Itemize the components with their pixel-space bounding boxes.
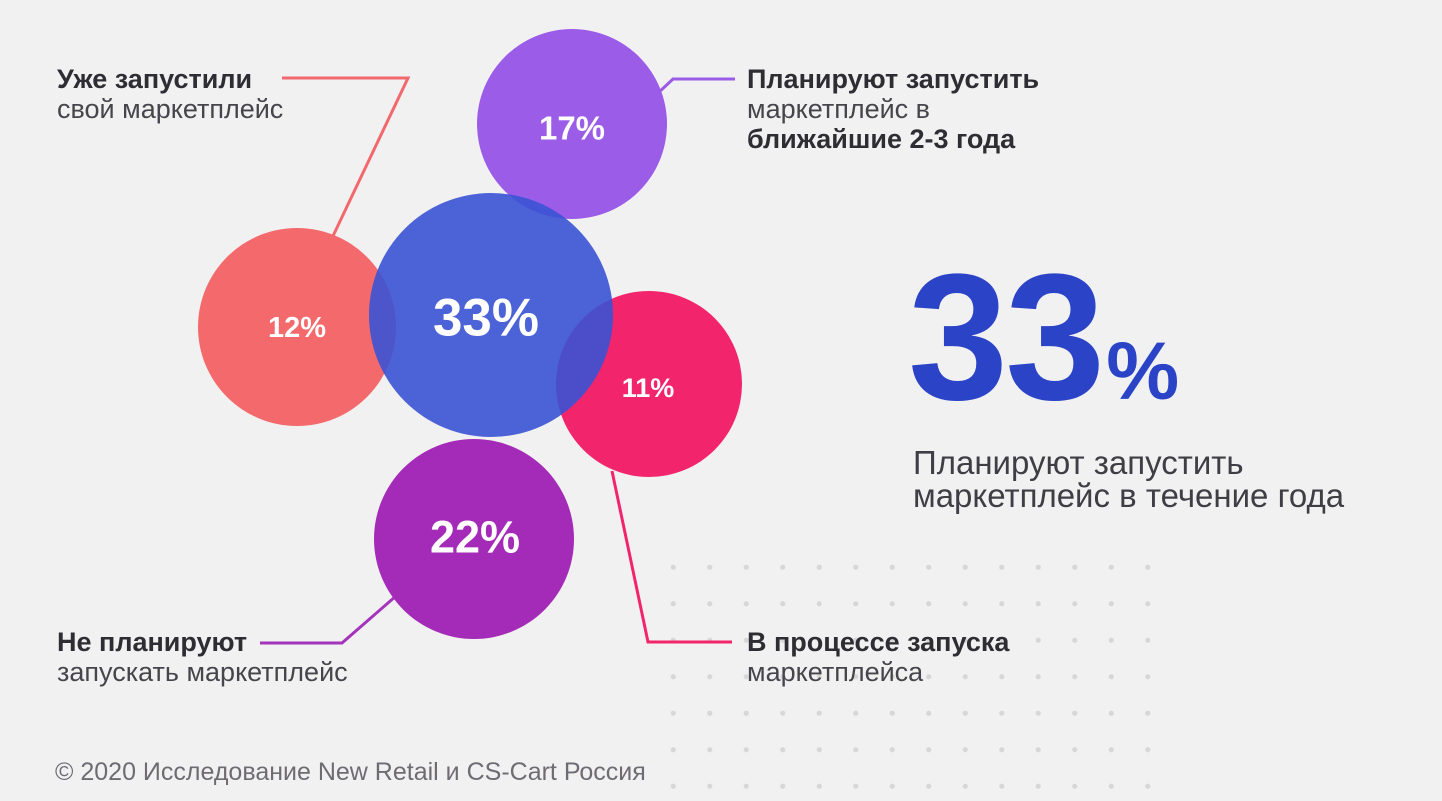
bubble-not-planning [374,439,574,639]
bubble-value-launch-in-progress: 11% [622,373,675,403]
bubble-plan-2-3-years [477,29,667,219]
callout-launch-in-progress: В процессе запуска маркетплейса [747,627,1009,687]
bubble-value-plan-within-year: 33% [433,289,539,348]
highlight-caption-line: Планируют запустить [913,444,1244,481]
bubble-value-plan-2-3-years: 17% [539,110,605,147]
dot-grid-pattern [648,540,1160,801]
callout-already-launched: Уже запустили свой маркетплейс [57,64,283,124]
callout-plan-2-3-years: Планируют запустить маркетплейс в ближай… [747,64,1039,154]
callout-line: Планируют запустить [747,64,1040,94]
bubble-value-already-launched: 12% [268,312,326,344]
callout-line: запускать маркетплейс [57,657,348,687]
connector-line-already-launched [282,76,411,237]
bubble-plan-within-year [369,193,613,437]
bubble-value-not-planning: 22% [430,512,520,563]
callout-line: В процессе запуска [747,627,1010,657]
connector-line-not-planning [260,594,397,645]
callout-line: маркетплейс в [747,94,931,124]
callout-line: ближайшие 2-3 года [747,124,1016,154]
bubble-already-launched [198,228,396,426]
highlight-number: 33 % [908,248,1179,428]
connector-line-plan-2-3-years [655,77,735,96]
highlight-caption: Планируют запустить маркетплейс в течени… [913,446,1344,512]
copyright-source-text: © 2020 Исследование New Retail и CS-Cart… [55,758,646,786]
callout-line: свой маркетплейс [57,94,284,124]
connector-line-launch-in-progress [610,470,732,644]
callout-line: Не планируют [57,627,248,657]
highlight-caption-line: маркетплейс в течение года [913,477,1345,514]
highlight-value: 33 [908,237,1105,438]
highlight-percent-sign: % [1106,326,1180,417]
callout-not-planning: Не планируют запускать маркетплейс [57,627,348,687]
callout-line: Уже запустили [57,64,253,94]
callout-line: маркетплейса [747,657,924,687]
